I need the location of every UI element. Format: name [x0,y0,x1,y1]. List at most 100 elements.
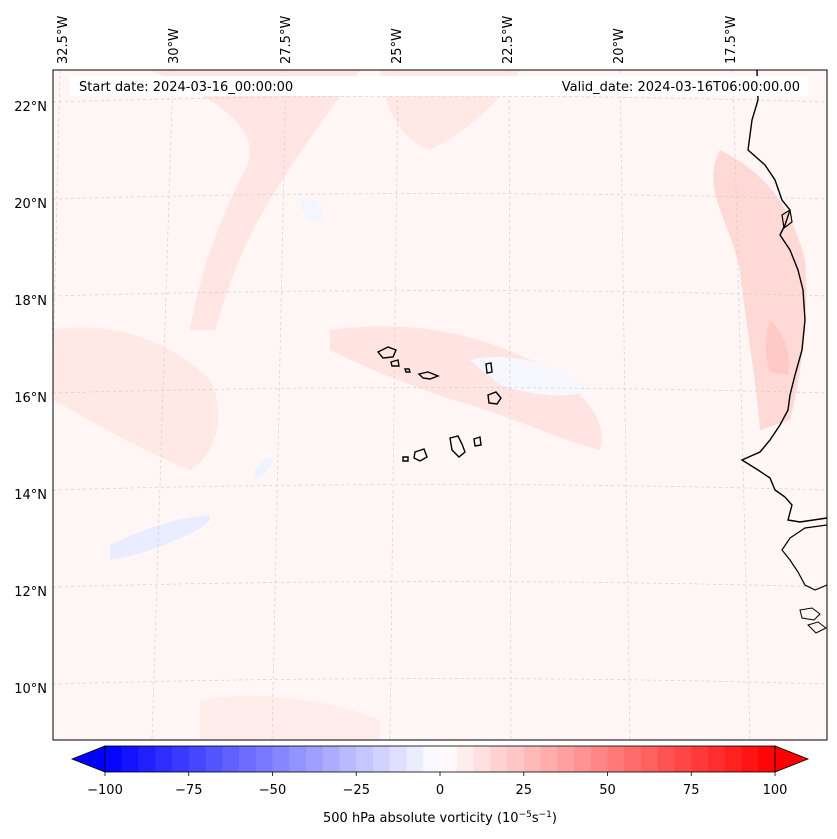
colorbar-cell [272,746,290,772]
colorbar-tick-label: −25 [343,783,370,798]
lat-label-22n: 22°N [14,100,47,115]
start-date-label: Start date: 2024-03-16_00:00:00 [79,80,293,95]
colorbar-cell [657,746,675,772]
colorbar-cell [473,746,491,772]
lat-label-10n: 10°N [14,682,47,697]
lon-label-27-5w: 27.5°W [279,16,294,64]
colorbar-tick-label: −100 [87,783,123,798]
colorbar-cell [624,746,642,772]
lon-label-25w: 25°W [390,28,405,64]
colorbar-cell [255,746,273,772]
colorbar-cell [758,746,776,772]
lat-label-14n: 14°N [14,488,47,503]
parallel-14n [53,484,827,491]
colorbar-tick-label: −50 [259,783,286,798]
lon-label-32-5w: 32.5°W [56,16,71,64]
colorbar-cell [523,746,541,772]
parallel-16n [53,387,827,394]
meridian-27-5w [271,70,287,740]
island-brava [402,456,409,462]
vorticity-positive-band-center [330,326,602,450]
parallel-22n [53,95,827,103]
colorbar-cell [205,746,223,772]
colorbar-cell [641,746,659,772]
colorbar-tick-label: 100 [763,783,788,798]
colorbar-cell [373,746,391,772]
island-sao-vicente [390,359,400,367]
longitude-labels: 32.5°W 30°W 27.5°W 25°W 22.5°W 20°W 17.5… [56,16,739,64]
vorticity-positive-band-coast-core [765,320,790,375]
colorbar-ticks [104,772,776,776]
meridian-17-5w [732,70,751,740]
colorbar-cell [507,746,525,772]
island-santa-luzia [404,368,411,373]
vorticity-positive-band-nw [150,70,360,330]
colorbar-cell [456,746,474,772]
colorbar-tick-label: 0 [436,783,444,798]
lat-label-16n: 16°N [14,391,47,406]
map-panel: Start date: 2024-03-16_00:00:00 Valid_da… [53,70,827,740]
island-boa-vista [487,391,502,405]
cap-blanc-inlet [781,209,793,230]
colorbar: −100 −75 −50 −25 0 25 50 75 100 500 hPa … [70,745,810,826]
colorbar-cell [222,746,240,772]
colorbar-cell [490,746,508,772]
colorbar-tick-label: 50 [599,783,616,798]
bijagos-islands [799,607,827,634]
colorbar-cell [105,746,123,772]
colorbar-cell [607,746,625,772]
colorbar-cell [239,746,257,772]
lat-label-20n: 20°N [14,197,47,212]
colorbar-cell [423,746,441,772]
lat-label-18n: 18°N [14,294,47,309]
meridian-30w [151,70,174,740]
vorticity-positive-band-south [200,696,380,740]
parallel-18n [53,290,827,297]
lon-label-20w: 20°W [612,28,627,64]
island-maio [473,436,482,447]
lon-label-30w: 30°W [167,28,182,64]
africa-coastline-south [781,524,827,591]
colorbar-tick-label: 25 [515,783,532,798]
africa-coastline [740,70,827,523]
colorbar-tick-label: −75 [175,783,202,798]
vorticity-negative-streak-sw [110,515,211,560]
colorbar-cell [590,746,608,772]
latitude-labels: 22°N 20°N 18°N 16°N 14°N 12°N 10°N [14,100,47,697]
colorbar-cell [356,746,374,772]
map-frame [52,69,828,741]
colorbar-cells [105,746,776,772]
colorbar-cell [406,746,424,772]
valid-date-label: Valid_date: 2024-03-16T06:00:00.00 [562,80,800,95]
colorbar-tick-labels: −100 −75 −50 −25 0 25 50 75 100 [87,783,787,798]
colorbar-cell [691,746,709,772]
colorbar-cell [389,746,407,772]
colorbar-cell [138,746,156,772]
colorbar-cell [741,746,759,772]
parallel-12n [53,581,827,588]
colorbar-cell [724,746,742,772]
meridian-25w [389,70,399,740]
island-santiago [449,435,466,458]
colorbar-cell [322,746,340,772]
vorticity-negative-band-northwest [300,198,323,222]
colorbar-cell [188,746,206,772]
parallel-20n [53,193,827,200]
graticule [53,70,827,740]
colorbar-cell [574,746,592,772]
colorbar-cell [557,746,575,772]
vorticity-negative-streak-mid [255,458,274,480]
colorbar-label: 500 hPa absolute vorticity (10−5s−1) [323,810,557,826]
cape-verde-islands [376,346,502,462]
lat-label-12n: 12°N [14,585,47,600]
island-fogo [413,448,428,462]
colorbar-cell [121,746,139,772]
colorbar-extend-max-arrow [774,745,810,773]
colorbar-cell [155,746,173,772]
island-sao-nicolau [417,371,440,380]
island-santo-antao [376,346,397,359]
colorbar-cell [674,746,692,772]
meridian-22-5w [508,70,512,740]
colorbar-cell [172,746,190,772]
